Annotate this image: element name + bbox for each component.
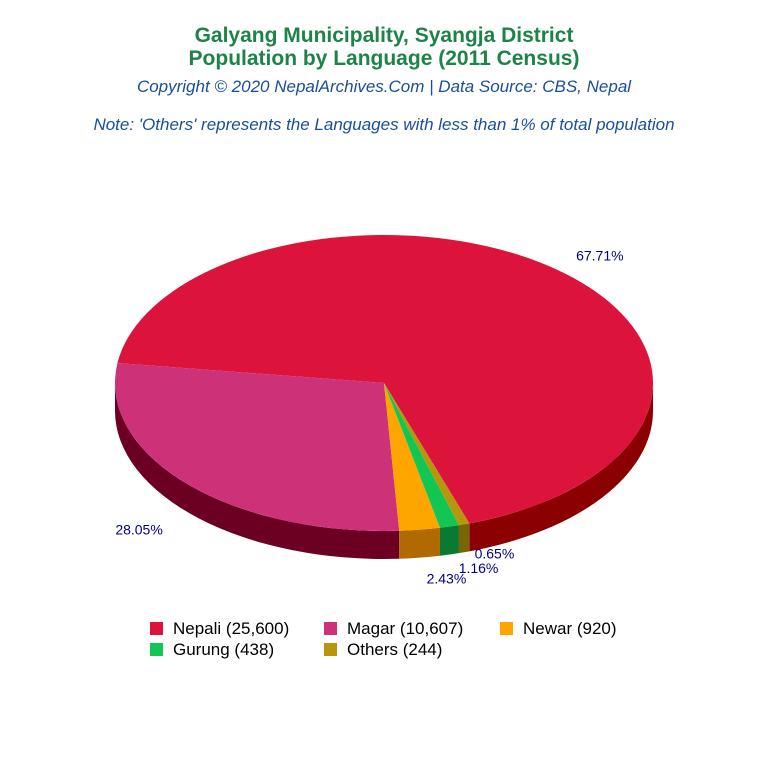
legend-item-others: Others (244) <box>324 640 442 660</box>
legend-item-nepali: Nepali (25,600) <box>150 619 324 639</box>
pie-slice-gurung <box>384 383 459 528</box>
pie-slice-magar <box>115 363 400 531</box>
legend-label-nepali: Nepali (25,600) <box>173 618 290 638</box>
legend-swatch-nepali <box>150 622 163 635</box>
pie-side-others <box>458 523 470 554</box>
legend-row-2: Gurung (438) Others (244) <box>150 639 617 660</box>
pie-slice-nepali <box>117 234 654 524</box>
legend-label-magar: Magar (10,607) <box>347 618 464 638</box>
legend-item-newar: Newar (920) <box>500 619 617 639</box>
pie-slice-others <box>384 383 470 526</box>
pct-label-nepali: 67.71% <box>576 247 623 263</box>
legend-swatch-newar <box>500 622 513 635</box>
pct-label-gurung: 1.16% <box>459 560 499 576</box>
pie-side-magar <box>115 383 400 559</box>
legend-label-others: Others (244) <box>347 639 443 659</box>
legend-row-1: Nepali (25,600) Magar (10,607) Newar (92… <box>150 618 617 639</box>
legend: Nepali (25,600) Magar (10,607) Newar (92… <box>150 618 617 660</box>
pie-side-nepali <box>469 383 653 552</box>
legend-label-gurung: Gurung (438) <box>173 639 275 659</box>
chart-title-line2: Population by Language (2011 Census) <box>188 47 580 70</box>
pct-label-others: 0.65% <box>475 546 515 562</box>
pct-label-newar: 2.43% <box>427 570 467 586</box>
legend-item-gurung: Gurung (438) <box>150 640 324 660</box>
legend-label-newar: Newar (920) <box>523 618 617 638</box>
legend-swatch-magar <box>324 622 337 635</box>
legend-item-magar: Magar (10,607) <box>324 619 500 639</box>
note-text: Note: 'Others' represents the Languages … <box>93 115 675 134</box>
pie-side-gurung <box>439 525 459 556</box>
pie-slice-newar <box>384 383 440 531</box>
chart-title-line1: Galyang Municipality, Syangja District <box>194 24 574 47</box>
legend-swatch-gurung <box>150 643 163 656</box>
legend-swatch-others <box>324 643 337 656</box>
copyright-text: Copyright © 2020 NepalArchives.Com | Dat… <box>136 77 632 96</box>
pct-label-magar: 28.05% <box>115 522 162 538</box>
pie-side-newar <box>399 527 440 559</box>
